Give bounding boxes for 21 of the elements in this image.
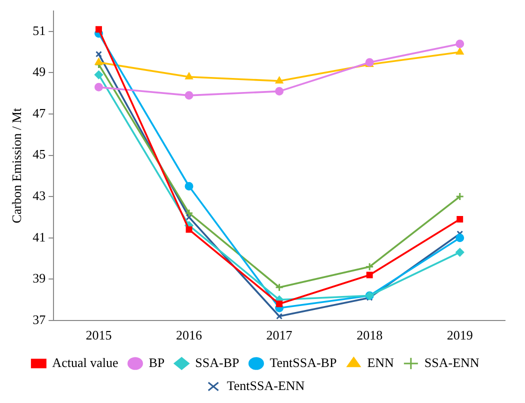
y-tick-label: 41 [32, 229, 46, 244]
legend-label: TentSSA-BP [270, 354, 337, 370]
x-tick-label: 2018 [356, 328, 383, 343]
y-tick-label: 47 [32, 105, 46, 120]
y-tick-label: 39 [32, 270, 46, 286]
y-tick-label: 37 [32, 312, 46, 327]
y-tick-label: 45 [32, 146, 46, 162]
y-tick-label: 43 [32, 188, 46, 203]
x-tick-label: 2016 [176, 328, 203, 343]
legend-label: Actual value [52, 354, 118, 370]
legend-label: SSA-BP [195, 354, 240, 370]
x-tick-label: 2019 [446, 328, 473, 343]
y-tick-label: 51 [32, 22, 46, 38]
x-tick-label: 2015 [86, 328, 112, 343]
x-tick-label: 2017 [266, 328, 293, 343]
legend-label: SSA-ENN [424, 354, 480, 370]
legend-label: BP [148, 354, 165, 370]
y-axis-title: Carbon Emission / Mt [9, 108, 24, 224]
y-tick-label: 49 [32, 64, 46, 80]
legend-label: TentSSA-ENN [226, 378, 306, 393]
legend-label: ENN [367, 354, 395, 370]
